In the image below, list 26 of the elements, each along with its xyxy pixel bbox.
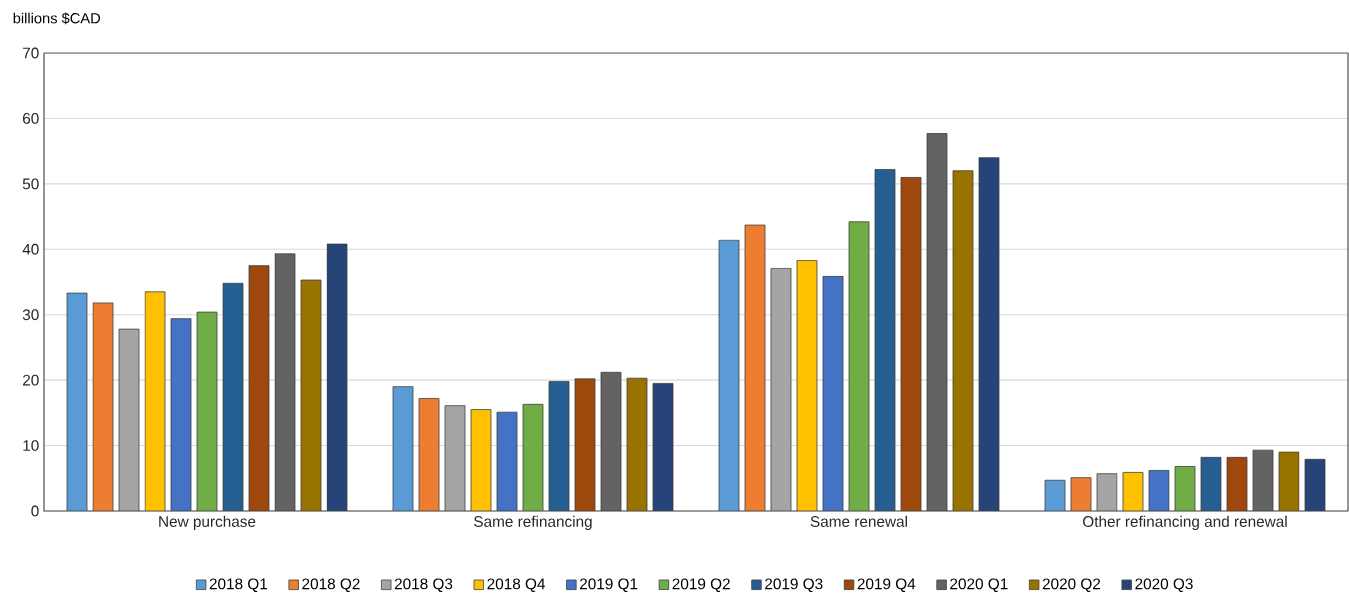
legend-label: 2018 Q4 [487, 578, 546, 593]
x-tick-label: Same refinancing [474, 515, 592, 530]
legend-label: 2020 Q3 [1135, 578, 1193, 593]
legend-label: 2020 Q2 [1042, 578, 1101, 593]
y-tick-label: 10 [23, 440, 39, 451]
y-tick-label: 0 [31, 505, 39, 517]
legend-label: 2019 Q1 [580, 578, 638, 593]
bar [848, 221, 870, 511]
y-tick-label: 40 [22, 243, 39, 255]
y-tick-label: 30 [22, 309, 39, 321]
x-tick-label: Same renewal [810, 515, 907, 527]
y-tick-label: 50 [22, 178, 39, 190]
y-tick-label: 20 [23, 374, 39, 386]
y-tick-label: 60 [23, 113, 39, 124]
legend-label: 2018 Q3 [394, 578, 453, 593]
legend-label: 2018 Q1 [209, 578, 268, 593]
x-tick-label: New purchase [159, 515, 256, 530]
legend-label: 2019 Q2 [672, 578, 730, 593]
x-tick-label: Other refinancing and renewal [1083, 515, 1287, 530]
y-tick-label: 70 [23, 47, 39, 59]
legend-label: 2019 Q3 [765, 578, 823, 593]
bar [900, 176, 922, 511]
legend-label: 2020 Q1 [950, 578, 1008, 593]
legend-label: 2019 Q4 [857, 578, 916, 593]
legend-label: 2018 Q2 [302, 578, 360, 593]
y-axis-title: billions $CAD [13, 12, 101, 25]
